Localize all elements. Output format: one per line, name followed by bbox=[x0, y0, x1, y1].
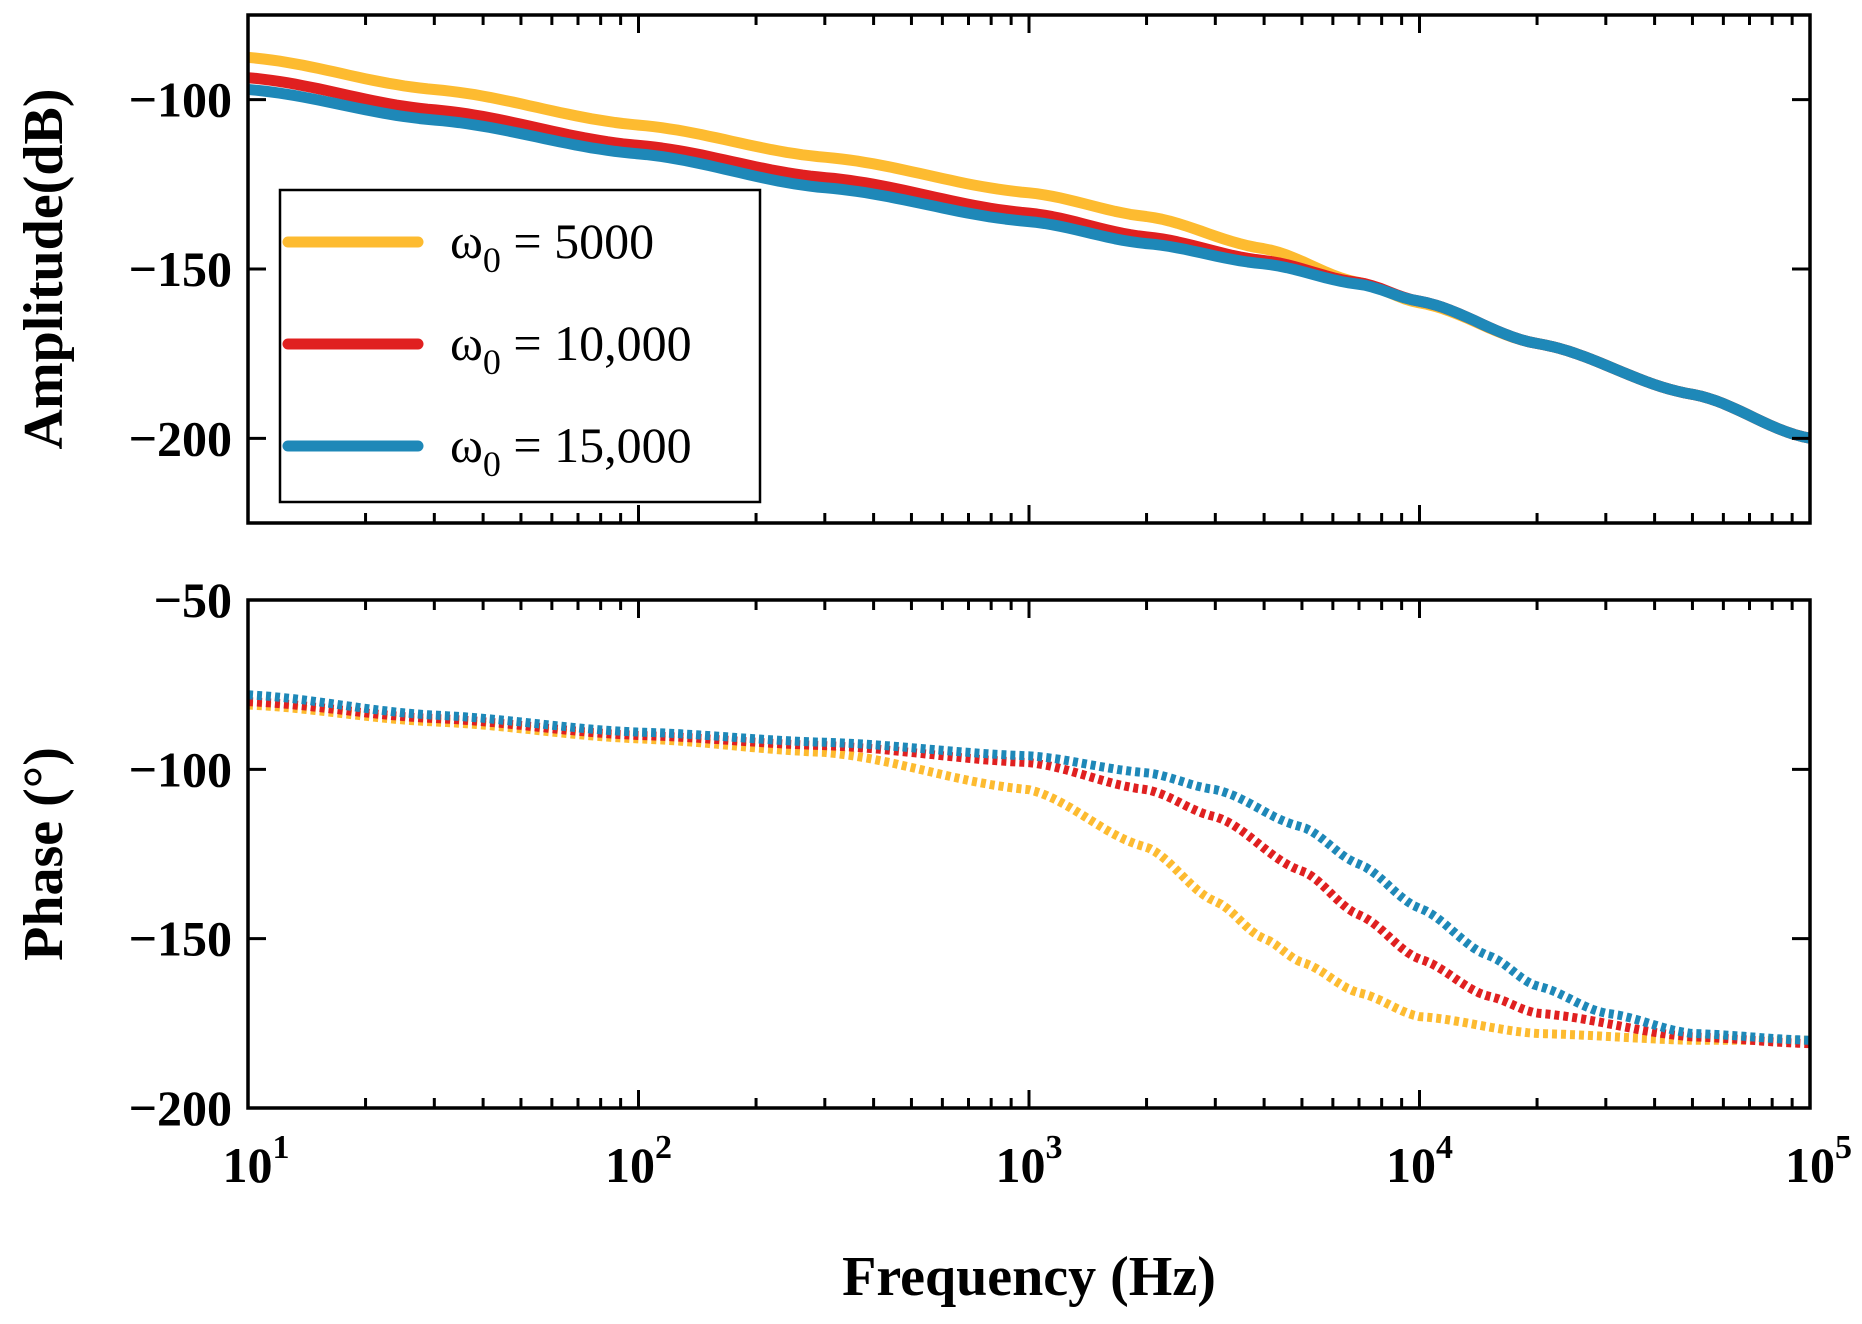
x-tick-label: 103 bbox=[996, 1129, 1063, 1193]
x-tick-exponent: 1 bbox=[273, 1129, 290, 1166]
legend-omega: ω bbox=[450, 417, 483, 473]
plot-frame bbox=[246, 598, 1812, 1110]
x-tick-exponent: 4 bbox=[1436, 1129, 1453, 1166]
legend-entry-3: ω0 = 15,000 bbox=[450, 417, 692, 484]
y-tick-label: −150 bbox=[129, 241, 233, 297]
legend-entry-2: ω0 = 10,000 bbox=[450, 315, 692, 382]
y-tick-label: −200 bbox=[129, 410, 233, 466]
legend-subscript: 0 bbox=[483, 342, 501, 382]
x-tick-label: 104 bbox=[1386, 1129, 1453, 1193]
x-tick-base: 10 bbox=[996, 1137, 1046, 1193]
y-tick-label: −100 bbox=[129, 72, 233, 128]
legend-entry-1: ω0 = 5000 bbox=[450, 213, 654, 280]
phase-series-line-3 bbox=[248, 690, 1810, 1045]
x-tick-label: 105 bbox=[1785, 1129, 1852, 1193]
amplitude-series-group bbox=[248, 51, 1810, 444]
amplitude-series-line-3 bbox=[248, 84, 1810, 444]
x-tick-base: 10 bbox=[1386, 1137, 1436, 1193]
frequency-axis-label: Frequency (Hz) bbox=[842, 1246, 1216, 1308]
legend-omega: ω bbox=[450, 213, 483, 269]
x-tick-base: 10 bbox=[1785, 1137, 1835, 1193]
y-tick-label: −150 bbox=[129, 911, 233, 967]
x-tick-exponent: 2 bbox=[655, 1129, 672, 1166]
phase-panel: −50 −100 −150 −200 bbox=[129, 572, 1812, 1136]
legend-value: = 10,000 bbox=[501, 315, 692, 371]
x-tick-exponent: 5 bbox=[1835, 1129, 1852, 1166]
legend-omega: ω bbox=[450, 315, 483, 371]
legend-subscript: 0 bbox=[483, 444, 501, 484]
phase-axis-label: Phase (°) bbox=[13, 747, 75, 961]
y-tick-label: −200 bbox=[129, 1080, 233, 1136]
amplitude-panel: −100 −150 −200 bbox=[129, 13, 1812, 525]
y-tick-label: −100 bbox=[129, 741, 233, 797]
legend-subscript: 0 bbox=[483, 240, 501, 280]
x-tick-exponent: 3 bbox=[1046, 1129, 1063, 1166]
y-tick-label: −50 bbox=[154, 572, 233, 628]
legend-value: = 5000 bbox=[501, 213, 654, 269]
x-tick-label: 101 bbox=[223, 1129, 290, 1193]
frequency-axis: 101 102 103 104 105 bbox=[223, 1129, 1853, 1193]
phase-series-group bbox=[248, 690, 1810, 1049]
legend-value: = 15,000 bbox=[501, 417, 692, 473]
x-tick-base: 10 bbox=[605, 1137, 655, 1193]
plot-frame bbox=[246, 13, 1812, 525]
x-tick-base: 10 bbox=[223, 1137, 273, 1193]
amplitude-axis-label: Amplitude(dB) bbox=[13, 89, 75, 450]
x-tick-label: 102 bbox=[605, 1129, 672, 1193]
